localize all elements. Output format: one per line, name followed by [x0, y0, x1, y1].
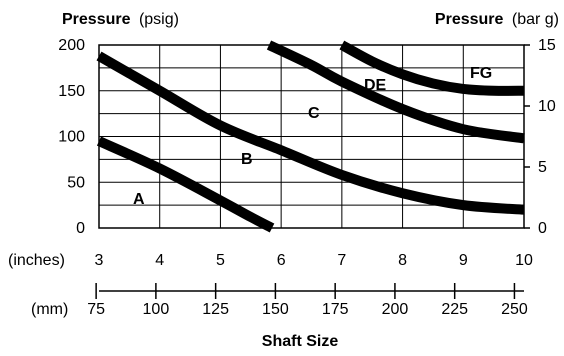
inch-tick-label: 9: [459, 252, 468, 269]
mm-tick-label: 75: [87, 301, 105, 318]
inch-tick-label: 8: [398, 252, 407, 269]
left-axis-title-bold: Pressure: [62, 11, 131, 28]
mm-tick-label: 250: [501, 301, 528, 318]
right-tick-label: 10: [538, 98, 556, 115]
inch-tick-label: 5: [216, 252, 225, 269]
left-tick-label: 200: [58, 37, 85, 54]
curves: [96, 40, 525, 233]
curve-2: [96, 51, 525, 215]
inch-tick-label: 3: [95, 252, 104, 269]
mm-tick-label: 225: [441, 301, 468, 318]
right-axis-title: Pressure (bar g): [435, 11, 559, 28]
inch-tick-label: 7: [337, 252, 346, 269]
inch-tick-label: 4: [155, 252, 164, 269]
right-tick-label: 5: [538, 159, 547, 176]
right-tick-label: 15: [538, 37, 556, 54]
mm-tick-label: 200: [382, 301, 409, 318]
mm-tick-label: 125: [202, 301, 229, 318]
x-mm-unit-label: (mm): [31, 301, 68, 318]
inch-tick-label: 10: [515, 252, 533, 269]
region-label-fg: FG: [470, 65, 492, 82]
curve-4: [339, 40, 525, 96]
mm-tick-label: 150: [262, 301, 289, 318]
region-label-b: B: [241, 151, 253, 168]
x-inches-unit-label: (inches): [8, 252, 65, 269]
x-mm-ticks: 75 100 125 150 175 200 225 250: [87, 283, 528, 318]
x-axis-title: Shaft Size: [262, 333, 339, 350]
region-label-c: C: [308, 105, 320, 122]
mm-tick-label: 100: [143, 301, 170, 318]
left-axis-ticks: 0 50 100 150 200: [58, 37, 85, 237]
left-tick-label: 0: [76, 220, 85, 237]
inch-tick-label: 6: [277, 252, 286, 269]
left-tick-label: 100: [58, 129, 85, 146]
region-label-a: A: [133, 191, 145, 208]
curve-1: [96, 136, 275, 233]
region-label-de: DE: [364, 77, 387, 94]
right-axis-title-bold: Pressure: [435, 11, 504, 28]
left-tick-label: 50: [67, 174, 85, 191]
left-axis-title: Pressure (psig): [62, 11, 179, 28]
left-tick-label: 150: [58, 83, 85, 100]
left-axis-title-unit: (psig): [139, 11, 179, 28]
right-tick-label: 0: [538, 220, 547, 237]
right-axis-ticks: 0 5 10 15: [524, 37, 556, 237]
mm-tick-label: 175: [322, 301, 349, 318]
right-axis-title-unit: (bar g): [512, 11, 559, 28]
x-inches-ticks: 3 4 5 6 7 8 9 10: [95, 252, 533, 269]
curve-3: [266, 40, 525, 144]
